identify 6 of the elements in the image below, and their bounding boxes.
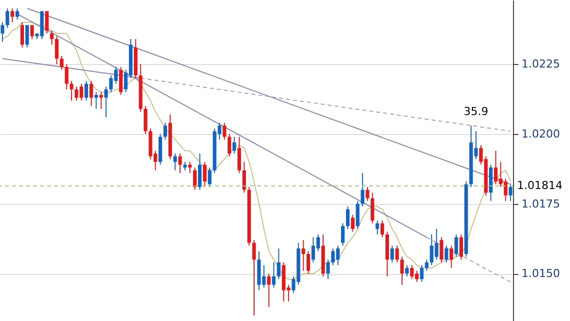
- annotation: 35.9: [464, 105, 488, 118]
- y-tick-label: 1.0200: [522, 127, 560, 140]
- ref-line-label: 1.01814: [517, 178, 562, 192]
- y-tick-label: 1.0225: [522, 58, 560, 71]
- y-tick-label: 1.0150: [522, 267, 560, 280]
- y-tick-label: 1.0175: [522, 197, 560, 210]
